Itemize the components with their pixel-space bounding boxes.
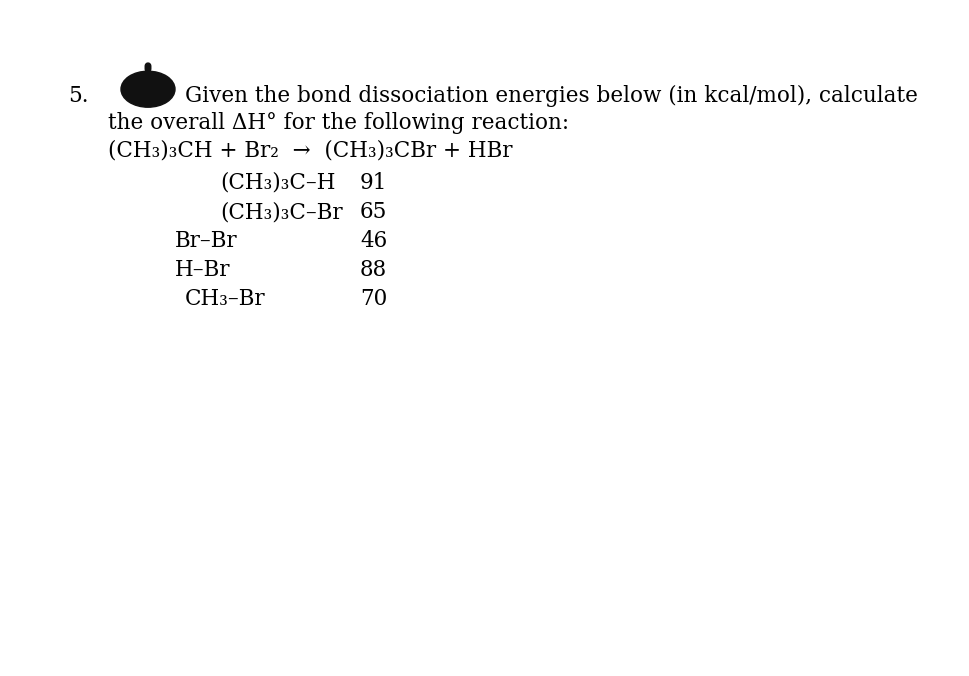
Text: 46: 46 <box>359 230 387 252</box>
Text: (CH₃)₃CH + Br₂  →  (CH₃)₃CBr + HBr: (CH₃)₃CH + Br₂ → (CH₃)₃CBr + HBr <box>108 140 512 162</box>
Text: H–Br: H–Br <box>174 259 231 281</box>
Text: 88: 88 <box>359 259 387 281</box>
Text: the overall ΔH° for the following reaction:: the overall ΔH° for the following reacti… <box>108 112 569 134</box>
Text: (CH₃)₃C–Br: (CH₃)₃C–Br <box>220 201 342 223</box>
Text: Given the bond dissociation energies below (in kcal/mol), calculate: Given the bond dissociation energies bel… <box>185 85 917 107</box>
Text: (CH₃)₃C–H: (CH₃)₃C–H <box>220 172 335 194</box>
Text: 5.: 5. <box>68 85 88 107</box>
Text: CH₃–Br: CH₃–Br <box>185 288 266 310</box>
Text: 70: 70 <box>359 288 387 310</box>
Text: 91: 91 <box>359 172 387 194</box>
Text: 65: 65 <box>359 201 387 223</box>
Text: Br–Br: Br–Br <box>174 230 237 252</box>
Ellipse shape <box>121 71 174 107</box>
